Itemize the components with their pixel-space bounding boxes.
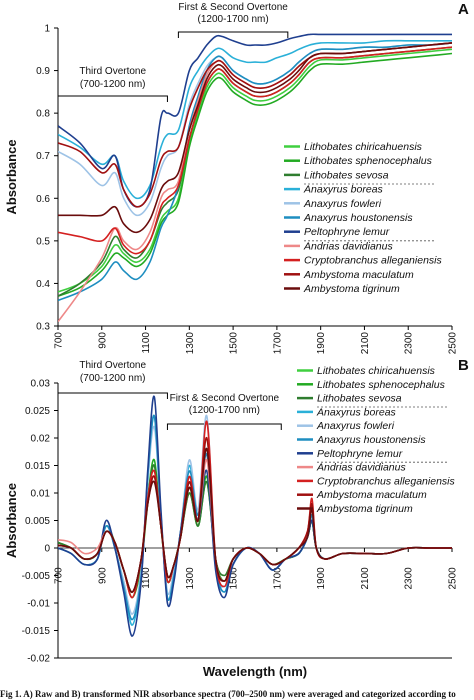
series-line-anaxyrus-boreas [58,39,452,200]
y-tick-label: 0.5 [36,236,50,247]
legend-entry-ambystoma-maculatum: Ambystoma maculatum [303,269,414,281]
x-tick-label: 1700 [272,567,283,590]
x-tick-label: 900 [97,567,108,584]
legend: Lithobates chiricahuensis Lithobates sphe… [284,141,442,295]
legend-entry-peltophryne-lemur: Peltophryne lemur [317,448,403,460]
annotation-bracket [166,423,282,430]
x-tick-label: 700 [54,332,65,349]
annotation-bracket [177,31,289,38]
x-tick-label: 1700 [272,332,283,355]
x-tick-label: 700 [54,567,65,584]
x-tick-label: 2500 [448,332,459,355]
y-tick-label: 0.025 [25,406,50,417]
legend-entry-lithobates-sevosa: Lithobates sevosa [317,393,402,405]
y-axis-label: Absorbance [4,139,19,214]
y-tick-label: 0 [44,544,50,555]
annotation-label: Third Overtone [79,66,146,77]
legend-entry-cryptobranchus-alleganiensis: Cryptobranchus alleganiensis [317,475,455,487]
legend-entry-cryptobranchus-alleganiensis: Cryptobranchus alleganiensis [304,255,442,267]
legend-entry-anaxyrus-boreas: Anaxyrus boreas [303,184,384,196]
x-tick-label: 2100 [360,332,371,355]
x-tick-label: 1100 [141,332,152,354]
annotation-bracket [57,392,168,399]
x-tick-label: 1500 [229,332,240,355]
y-axis-label: Absorbance [4,483,19,558]
legend: Lithobates chiricahuensis Lithobates sphe… [297,365,455,515]
legend-entry-lithobates-chiricahuensis: Lithobates chiricahuensis [304,141,423,153]
legend-entry-anaxyrus-houstonensis: Anaxyrus houstonensis [303,212,413,224]
legend-entry-andrias-davidianus: Andrias davidianus [316,462,406,474]
y-tick-label: 1 [44,24,50,35]
x-tick-label: 1900 [316,567,327,590]
x-tick-label: 2100 [360,567,371,590]
y-tick-label: 0.02 [31,434,51,445]
y-tick-label: 0.4 [36,279,50,290]
annotation-sublabel: (1200-1700 nm) [189,405,260,416]
y-tick-label: 0.3 [36,322,50,333]
legend-entry-anaxyrus-boreas: Anaxyrus boreas [316,406,397,418]
y-tick-label: -0.005 [22,571,51,582]
x-tick-label: 1500 [229,567,240,590]
y-tick-label: -0.015 [22,626,51,637]
legend-entry-peltophryne-lemur: Peltophryne lemur [304,226,390,238]
annotation-bracket [57,95,168,102]
y-tick-label: 0.6 [36,194,50,205]
series-line-cryptobranchus-alleganiensis [58,46,452,255]
x-axis-label: Wavelength (nm) [203,664,307,679]
legend-entry-anaxyrus-fowleri: Anaxyrus fowleri [316,420,395,432]
x-tick-label: 1900 [316,332,327,355]
x-tick-label: 2300 [404,332,415,355]
y-tick-label: -0.02 [27,654,50,665]
series-group [58,33,452,323]
y-tick-label: 0.7 [36,151,50,162]
legend-entry-lithobates-chiricahuensis: Lithobates chiricahuensis [317,365,436,377]
legend-entry-lithobates-sevosa: Lithobates sevosa [304,169,389,181]
figure-caption: Fig 1. A) Raw and B) transformed NIR abs… [0,689,456,699]
annotation-label: First & Second Overtone [170,393,280,404]
series-line-lithobates-sphenocephalus [58,52,452,297]
annotation-sublabel: (1200-1700 nm) [198,14,269,25]
y-tick-label: 0.005 [25,516,50,527]
legend-entry-anaxyrus-houstonensis: Anaxyrus houstonensis [316,434,426,446]
annotation-label: First & Second Overtone [178,2,288,13]
x-tick-label: 2500 [448,567,459,590]
series-line-lithobates-chiricahuensis [58,48,452,293]
series-line-peltophryne-lemur [58,33,452,208]
legend-entry-andrias-davidianus: Andrias davidianus [303,240,393,252]
x-tick-label: 1300 [185,332,196,355]
legend-entry-lithobates-sphenocephalus: Lithobates sphenocephalus [317,379,446,391]
legend-entry-anaxyrus-fowleri: Anaxyrus fowleri [303,198,382,210]
x-tick-label: 1300 [185,567,196,590]
y-tick-label: 0.8 [36,109,50,120]
series-line-ambystoma-tigrinum [58,448,452,593]
panel-b: -0.02 -0.015 -0.01 -0.005 0 0.005 0.01 0.015 0.0… [4,357,469,679]
legend-entry-lithobates-sphenocephalus: Lithobates sphenocephalus [304,155,433,167]
y-tick-label: 0.015 [25,461,50,472]
y-tick-label: -0.01 [27,599,50,610]
y-tick-label: 0.01 [31,489,51,500]
legend-entry-ambystoma-tigrinum: Ambystoma tigrinum [316,503,413,515]
x-tick-label: 1100 [141,567,152,589]
y-tick-label: 0.03 [31,379,51,390]
series-line-ambystoma-tigrinum [58,42,452,234]
annotation-sublabel: (700-1200 nm) [80,373,146,384]
legend-entry-ambystoma-tigrinum: Ambystoma tigrinum [303,283,400,295]
x-tick-label: 900 [97,332,108,349]
panel-label: B [458,357,469,374]
series-group [58,395,452,637]
series-line-anaxyrus-houstonensis [58,42,452,302]
legend-entry-ambystoma-maculatum: Ambystoma maculatum [316,489,427,501]
x-tick-label: 2300 [404,567,415,590]
annotation-label: Third Overtone [79,360,146,371]
annotation-sublabel: (700-1200 nm) [80,79,146,90]
y-tick-label: 0.9 [36,66,50,77]
panel-label: A [458,1,469,18]
